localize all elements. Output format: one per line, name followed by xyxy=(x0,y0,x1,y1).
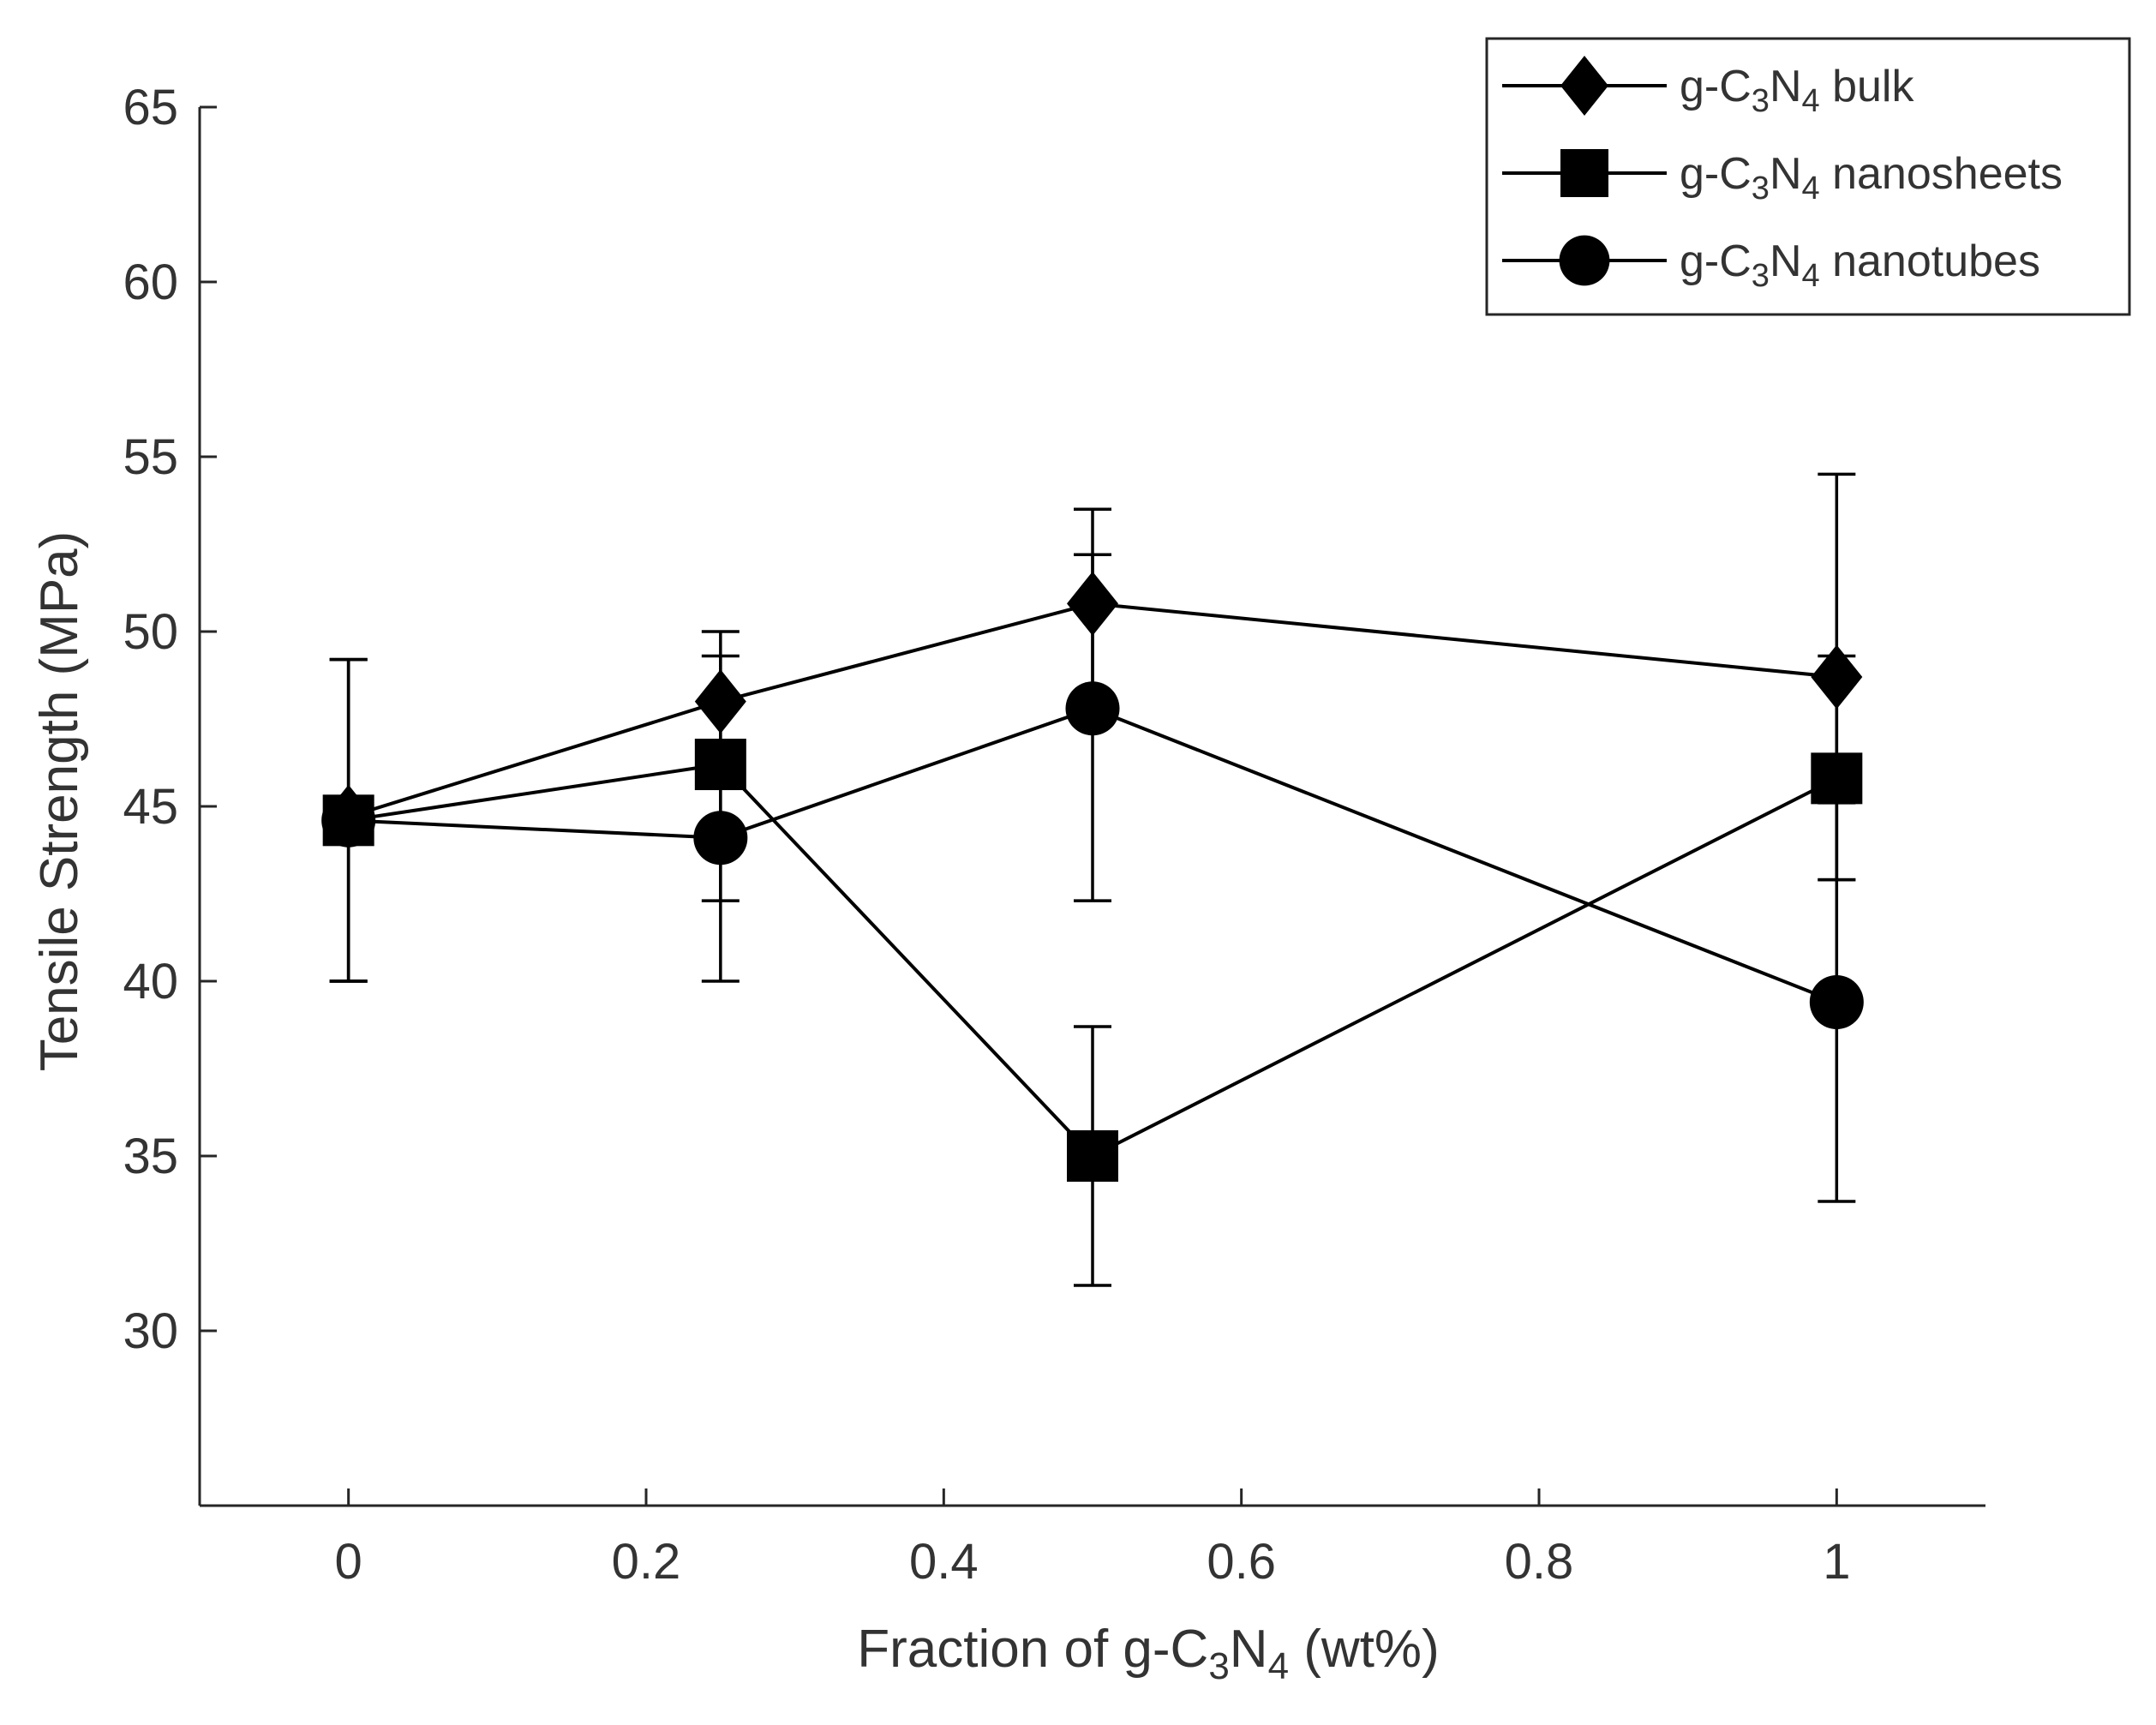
legend-entry-label: g-C3N4 nanosheets xyxy=(1680,149,2063,207)
legend-entry-label: g-C3N4 nanotubes xyxy=(1680,237,2040,294)
legend-label-part: g-C xyxy=(1680,62,1752,111)
legend-label-part: nanosheets xyxy=(1820,149,2063,199)
series-line xyxy=(348,762,1838,1159)
legend-label-part: g-C xyxy=(1680,237,1752,286)
x-axis-ticks: 0 0.2 0.4 0.6 0.8 1 xyxy=(335,1488,1850,1590)
legend-label-part: N xyxy=(1770,62,1802,111)
legend-label-subscript: 4 xyxy=(1802,83,1820,119)
legend-label-subscript: 4 xyxy=(1802,258,1820,294)
circle-marker xyxy=(1065,681,1120,736)
y-tick-label: 65 xyxy=(123,80,178,135)
legend-label-subscript: 3 xyxy=(1752,171,1770,207)
x-tick-label: 0.2 xyxy=(612,1534,681,1590)
legend-label-part: N xyxy=(1770,149,1802,199)
circle-marker xyxy=(1809,974,1864,1029)
legend-label-subscript: 3 xyxy=(1752,258,1770,294)
series-line xyxy=(348,602,1837,819)
series-line xyxy=(348,706,1838,1004)
y-tick-label: 40 xyxy=(123,954,178,1009)
x-tick-label: 0 xyxy=(335,1534,362,1590)
y-tick-label: 45 xyxy=(123,779,178,835)
x-axis-label-part: (wt%) xyxy=(1289,1620,1440,1679)
y-tick-label: 50 xyxy=(123,604,178,660)
x-axis-label-part: Fraction of g-C xyxy=(857,1620,1208,1679)
y-tick-label: 35 xyxy=(123,1129,178,1184)
legend-label-part: N xyxy=(1770,237,1802,286)
diamond-marker xyxy=(1560,56,1608,116)
legend-label-part: g-C xyxy=(1680,149,1752,199)
square-marker xyxy=(1811,752,1863,805)
legend-entry-label: g-C3N4 bulk xyxy=(1680,62,1914,119)
x-tick-label: 0.8 xyxy=(1505,1534,1574,1590)
legend-label-part: bulk xyxy=(1820,62,1915,111)
x-axis-label: Fraction of g-C3N4 (wt%) xyxy=(857,1620,1439,1687)
x-tick-label: 1 xyxy=(1823,1534,1850,1590)
legend-label-subscript: 4 xyxy=(1802,171,1820,207)
legend-label-part: nanotubes xyxy=(1820,237,2040,286)
circle-marker xyxy=(321,793,376,848)
x-tick-label: 0.4 xyxy=(909,1534,979,1590)
circle-marker xyxy=(1559,235,1610,286)
series-circle xyxy=(321,553,1864,1203)
y-tick-label: 30 xyxy=(123,1303,178,1359)
square-marker xyxy=(1067,1130,1118,1182)
square-marker xyxy=(1560,149,1608,197)
x-axis-label-subscript: 4 xyxy=(1268,1645,1289,1687)
x-axis-label-part: N xyxy=(1230,1620,1268,1679)
x-tick-label: 0.6 xyxy=(1207,1534,1276,1590)
x-axis-label-subscript: 3 xyxy=(1208,1645,1229,1687)
plot-series xyxy=(321,472,1864,1287)
circle-marker xyxy=(693,811,748,865)
legend-label-subscript: 3 xyxy=(1752,83,1770,119)
y-axis-label: Tensile Strength (MPa) xyxy=(30,531,89,1072)
y-tick-label: 55 xyxy=(123,429,178,485)
y-tick-label: 60 xyxy=(123,255,178,310)
y-axis-ticks: 30 35 40 45 50 55 60 65 xyxy=(123,80,217,1359)
